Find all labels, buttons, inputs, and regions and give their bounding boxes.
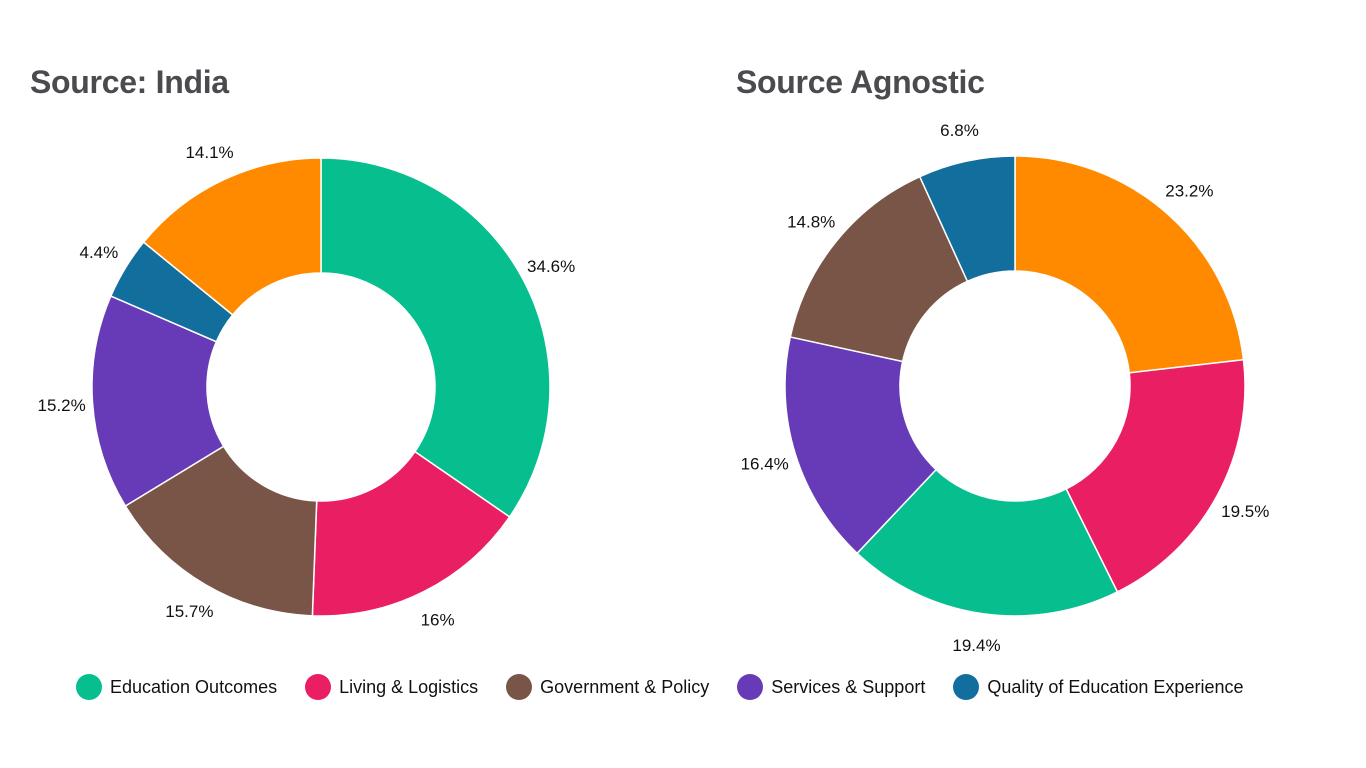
- slice-label-1-3: 16.4%: [741, 454, 789, 473]
- donut-charts: 34.6% 16% 15.7% 15.2% 4.4% 14.1% 23.2% 19.5% 19.…: [38, 121, 1270, 655]
- legend-label: Education Outcomes: [110, 676, 278, 697]
- legend-item-government-policy[interactable]: Government & Policy: [506, 674, 709, 700]
- legend-swatch-icon: [76, 674, 102, 700]
- legend-item-services-support[interactable]: Services & Support: [737, 674, 925, 700]
- legend-item-living-logistics[interactable]: Living & Logistics: [305, 674, 478, 700]
- slice-1-services-support-3[interactable]: [784, 336, 938, 555]
- slice-0-living-logistics-1[interactable]: [311, 450, 511, 617]
- slice-0-education-outcomes-0[interactable]: [320, 157, 551, 518]
- slice-label-0-1: 16%: [421, 610, 455, 629]
- slice-1-living-logistics-1[interactable]: [1065, 358, 1246, 593]
- slice-label-1-1: 19.5%: [1221, 502, 1269, 521]
- slice-label-0-2: 15.7%: [165, 602, 213, 621]
- legend-swatch-icon: [953, 674, 980, 700]
- slice-1-quality-of-education-experience-5[interactable]: [918, 155, 1016, 283]
- slice-label-1-5: 6.8%: [940, 121, 979, 140]
- slice-1-education-outcomes-2[interactable]: [856, 468, 1119, 617]
- chart-title-india: Source: India: [30, 64, 229, 100]
- legend-label: Living & Logistics: [339, 676, 479, 697]
- slice-label-1-4: 14.8%: [787, 212, 835, 231]
- slice-label-1-0: 23.2%: [1165, 181, 1213, 200]
- slice-label-0-3: 15.2%: [38, 396, 86, 415]
- slice-0-government-policy-2[interactable]: [124, 445, 318, 617]
- slice-label-0-5: 14.1%: [185, 143, 233, 162]
- legend-label: Services & Support: [771, 676, 926, 697]
- slice-1-government-policy-4[interactable]: [789, 175, 969, 363]
- slice-0-other-5[interactable]: [142, 157, 322, 316]
- legend-swatch-icon: [305, 674, 332, 700]
- slice-0-services-support-3[interactable]: [91, 295, 225, 508]
- legend-label: Government & Policy: [540, 676, 710, 697]
- chart-title-agnostic: Source Agnostic: [736, 64, 985, 100]
- legend-item-education-outcomes[interactable]: Education Outcomes: [76, 674, 277, 700]
- slice-1-other-0[interactable]: [1014, 155, 1245, 374]
- legend-swatch-icon: [737, 674, 764, 700]
- slice-label-1-2: 19.4%: [952, 636, 1000, 655]
- legend-label: Quality of Education Experience: [987, 676, 1244, 697]
- slice-label-0-0: 34.6%: [527, 257, 575, 276]
- legend-swatch-icon: [506, 674, 533, 700]
- slice-label-0-4: 4.4%: [80, 243, 119, 262]
- legend-item-quality-education-experience[interactable]: Quality of Education Experience: [953, 674, 1243, 700]
- legend: Education Outcomes Living & Logistics Go…: [76, 674, 1243, 700]
